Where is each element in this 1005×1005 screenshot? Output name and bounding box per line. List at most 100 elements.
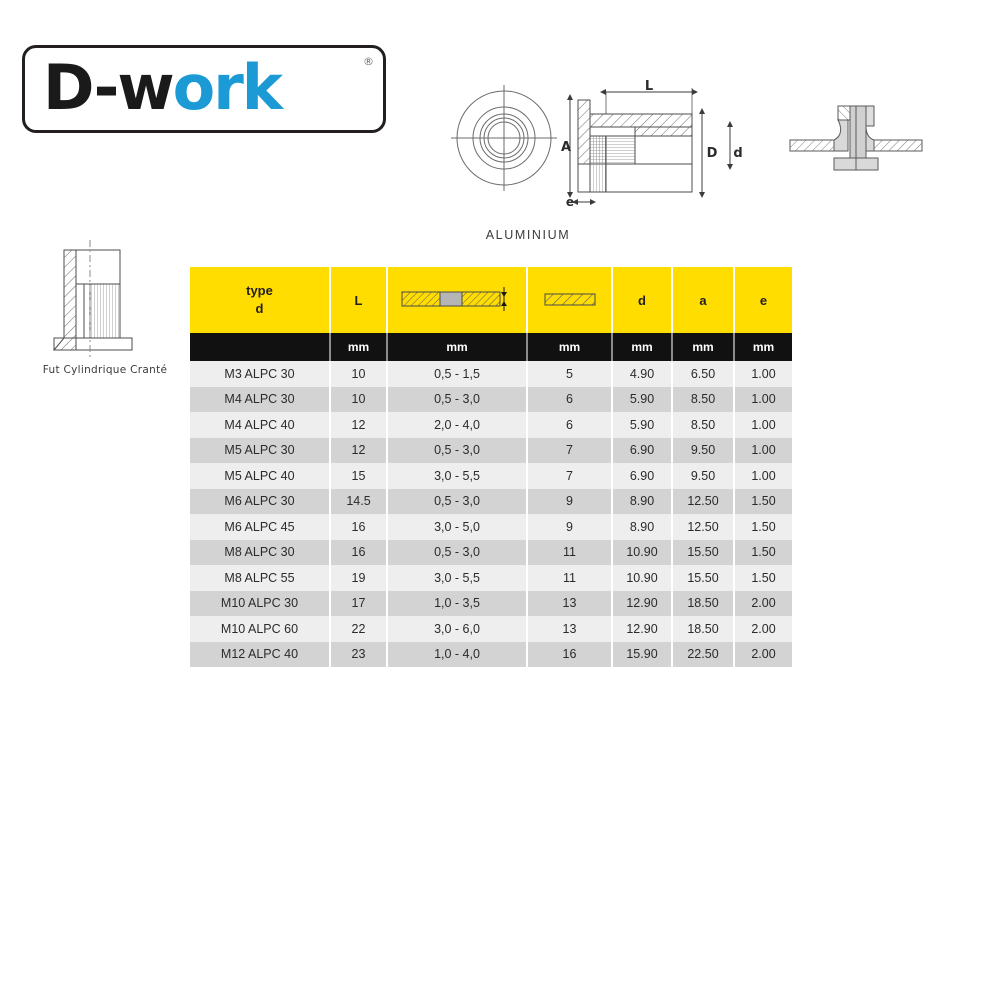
cell-grip-range: 3,0 - 5,5	[387, 463, 528, 489]
registered-trademark-icon: ®	[363, 55, 374, 68]
table-row: M5 ALPC 30 12 0,5 - 3,0 7 6.90 9.50 1.00	[190, 437, 792, 463]
rivet-nut-cross-section-drawing: L A D d e	[560, 78, 750, 218]
knurled-body-section-drawing	[40, 232, 160, 362]
unit-cell-grip-range: mm	[387, 333, 528, 361]
cell-e: 1.00	[734, 463, 792, 489]
cell-d: 10.90	[612, 539, 673, 565]
cell-a: 8.50	[672, 412, 735, 438]
cell-type: M10 ALPC 30	[190, 590, 331, 616]
table-row: M6 ALPC 45 16 3,0 - 5,0 9 8.90 12.50 1.50	[190, 514, 792, 540]
cell-type: M12 ALPC 40	[190, 641, 331, 667]
table-row: M4 ALPC 30 10 0,5 - 3,0 6 5.90 8.50 1.00	[190, 386, 792, 412]
brand-logo-text: D-work	[43, 56, 283, 119]
cell-e: 2.00	[734, 641, 792, 667]
cell-grip-range: 0,5 - 3,0	[387, 539, 528, 565]
cell-grip-range: 0,5 - 3,0	[387, 437, 528, 463]
svg-text:e: e	[566, 195, 574, 209]
cell-e: 1.50	[734, 539, 792, 565]
column-header-a: a	[672, 267, 735, 333]
column-header-type: type d	[190, 267, 331, 333]
cell-e: 2.00	[734, 616, 792, 642]
unit-cell-a: mm	[672, 333, 735, 361]
cell-a: 9.50	[672, 463, 735, 489]
cell-d: 12.90	[612, 616, 673, 642]
cell-type: M8 ALPC 30	[190, 539, 331, 565]
cell-grip-range: 0,5 - 1,5	[387, 361, 528, 387]
cell-drill-hole: 7	[527, 437, 613, 463]
cell-drill-hole: 6	[527, 412, 613, 438]
cell-grip-range: 3,0 - 5,5	[387, 565, 528, 591]
cell-d: 12.90	[612, 590, 673, 616]
svg-text:D: D	[707, 146, 718, 161]
cell-length: 23	[330, 641, 388, 667]
column-header-type-line1: type	[246, 283, 273, 299]
unit-cell-d: mm	[612, 333, 673, 361]
table-row: M8 ALPC 30 16 0,5 - 3,0 11 10.90 15.50 1.50	[190, 539, 792, 565]
cell-length: 12	[330, 437, 388, 463]
cell-a: 12.50	[672, 514, 735, 540]
table-row: M4 ALPC 40 12 2,0 - 4,0 6 5.90 8.50 1.00	[190, 412, 792, 438]
cell-grip-range: 2,0 - 4,0	[387, 412, 528, 438]
column-header-d: d	[612, 267, 673, 333]
cell-d: 4.90	[612, 361, 673, 387]
column-header-e: e	[734, 267, 792, 333]
cell-type: M4 ALPC 40	[190, 412, 331, 438]
svg-text:d: d	[733, 146, 742, 161]
table-row: M10 ALPC 60 22 3,0 - 6,0 13 12.90 18.50 2.00	[190, 616, 792, 642]
table-row: M12 ALPC 40 23 1,0 - 4,0 16 15.90 22.50 2.00	[190, 641, 792, 667]
table-row: M6 ALPC 30 14.5 0,5 - 3,0 9 8.90 12.50 1.50	[190, 488, 792, 514]
cell-drill-hole: 11	[527, 565, 613, 591]
cell-length: 14.5	[330, 488, 388, 514]
cell-d: 6.90	[612, 463, 673, 489]
cell-a: 8.50	[672, 386, 735, 412]
cell-a: 22.50	[672, 641, 735, 667]
cell-a: 15.50	[672, 539, 735, 565]
cell-e: 1.50	[734, 565, 792, 591]
left-drawing-caption: Fut Cylindrique Cranté	[42, 364, 168, 376]
cell-length: 19	[330, 565, 388, 591]
cell-drill-hole: 9	[527, 488, 613, 514]
column-header-length: L	[330, 267, 388, 333]
unit-cell-drill-hole: mm	[527, 333, 613, 361]
cell-d: 8.90	[612, 488, 673, 514]
column-header-drill-hole	[527, 267, 613, 333]
cell-drill-hole: 13	[527, 616, 613, 642]
cell-a: 9.50	[672, 437, 735, 463]
cell-type: M3 ALPC 30	[190, 361, 331, 387]
cell-drill-hole: 13	[527, 590, 613, 616]
cell-type: M5 ALPC 30	[190, 437, 331, 463]
cell-length: 15	[330, 463, 388, 489]
cell-a: 18.50	[672, 590, 735, 616]
cell-grip-range: 1,0 - 3,5	[387, 590, 528, 616]
cell-e: 1.50	[734, 488, 792, 514]
cell-length: 10	[330, 361, 388, 387]
cell-d: 8.90	[612, 514, 673, 540]
cell-drill-hole: 6	[527, 386, 613, 412]
cell-a: 12.50	[672, 488, 735, 514]
cell-type: M6 ALPC 30	[190, 488, 331, 514]
material-label: ALUMINIUM	[485, 228, 571, 242]
svg-text:L: L	[645, 79, 653, 94]
cell-e: 1.50	[734, 514, 792, 540]
rivet-nut-installed-drawing	[786, 92, 926, 202]
cell-d: 5.90	[612, 412, 673, 438]
unit-cell-e: mm	[734, 333, 792, 361]
cell-type: M4 ALPC 30	[190, 386, 331, 412]
cell-type: M5 ALPC 40	[190, 463, 331, 489]
cell-a: 18.50	[672, 616, 735, 642]
table-row: M8 ALPC 55 19 3,0 - 5,5 11 10.90 15.50 1.50	[190, 565, 792, 591]
cell-grip-range: 3,0 - 6,0	[387, 616, 528, 642]
cell-a: 15.50	[672, 565, 735, 591]
cell-e: 2.00	[734, 590, 792, 616]
table-header: type d L	[190, 267, 792, 361]
unit-cell-type	[190, 333, 331, 361]
cell-e: 1.00	[734, 386, 792, 412]
cell-length: 12	[330, 412, 388, 438]
cell-type: M10 ALPC 60	[190, 616, 331, 642]
cell-grip-range: 1,0 - 4,0	[387, 641, 528, 667]
rivet-nut-top-view-drawing	[448, 82, 560, 199]
column-header-grip-range	[387, 267, 528, 333]
cell-length: 10	[330, 386, 388, 412]
table-body: M3 ALPC 30 10 0,5 - 1,5 5 4.90 6.50 1.00 M4 ALP…	[190, 361, 792, 667]
specification-table: type d L	[190, 267, 792, 667]
